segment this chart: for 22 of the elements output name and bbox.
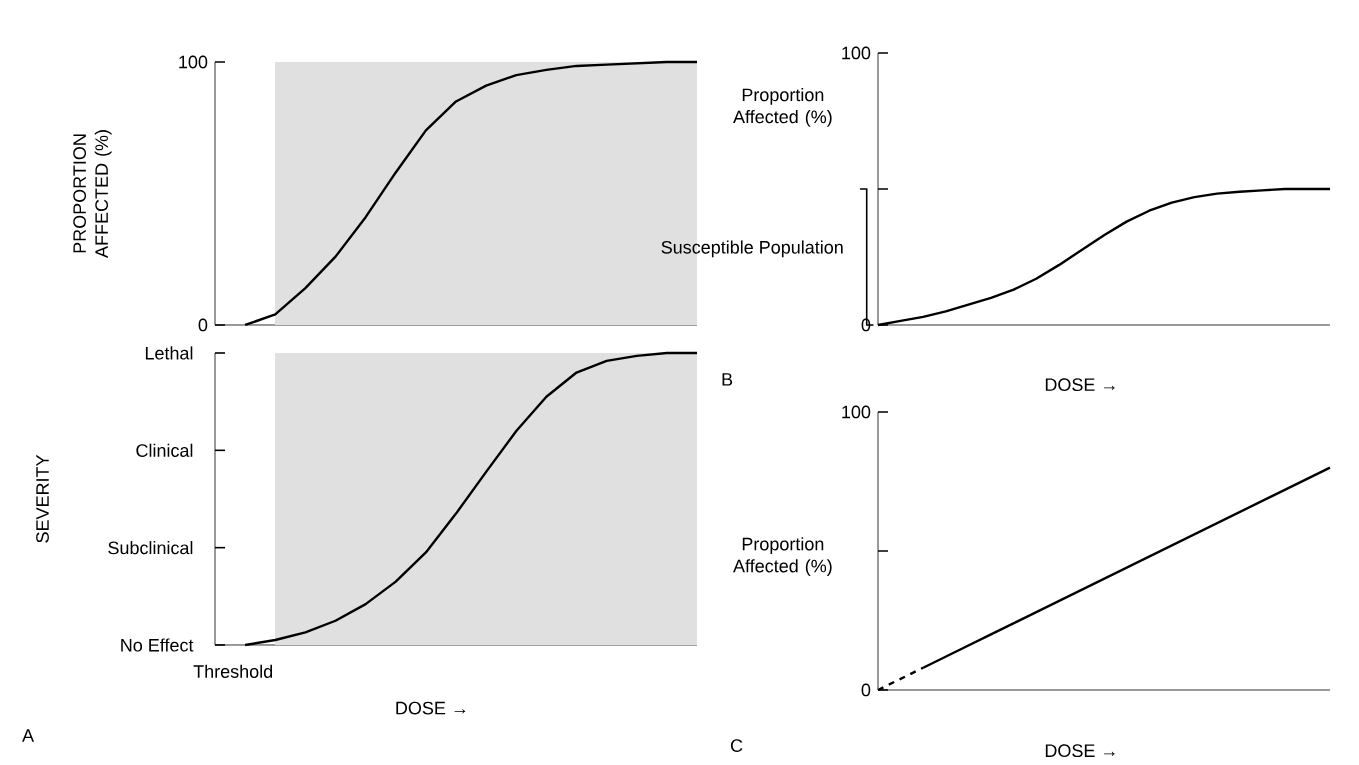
y-tick-label: 100 (842, 405, 871, 419)
text: B (722, 373, 733, 386)
text: A (22, 729, 35, 742)
y-tick-label: 0 (861, 318, 871, 332)
y-tick-label: 100 (842, 46, 871, 60)
x-axis-title: DOSE → (396, 701, 466, 715)
text: Threshold (193, 664, 273, 678)
x-axis-title: DOSE → (1045, 378, 1115, 392)
x-axis-title: DOSE → (1045, 744, 1115, 758)
y-axis-title: PROPORTION AFFECTED (%) (73, 130, 112, 258)
y-axis-title: Proportion Affected (%) (733, 88, 832, 127)
text: Subclinical (108, 541, 193, 555)
y-axis-title: Proportion Affected (%) (733, 537, 832, 576)
y-tick-label: 0 (198, 318, 208, 332)
text: C (730, 739, 743, 752)
annotation: Susceptible Population (661, 240, 843, 258)
y-tick-label: 0 (861, 683, 871, 697)
y-tick-label: 100 (179, 55, 208, 69)
y-axis-title: SEVERITY (36, 454, 49, 543)
text: Lethal (145, 346, 193, 360)
text: No Effect (121, 638, 194, 652)
text: Clinical (136, 443, 193, 457)
